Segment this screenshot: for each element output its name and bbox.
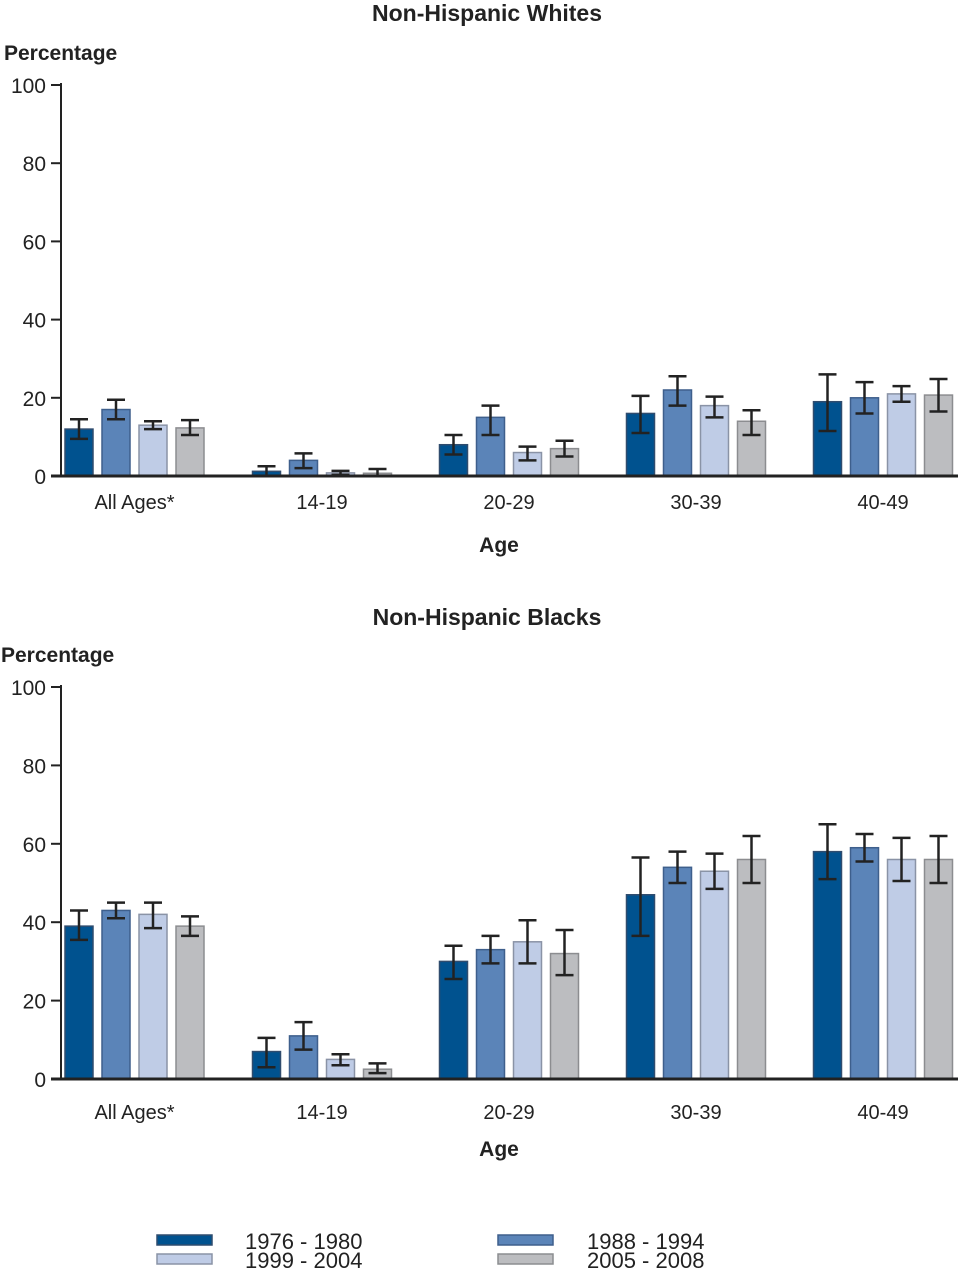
x-tick-label: 30-39 [670, 492, 721, 514]
y-tick-label: 0 [34, 1069, 46, 1092]
bar [138, 424, 168, 477]
y-axis-label: Percentage [4, 42, 117, 65]
bar [923, 858, 954, 1080]
x-tick-label: 14-19 [296, 1102, 347, 1124]
legend-label: 2005 - 2008 [587, 1248, 704, 1273]
bar [662, 866, 693, 1080]
y-axis-label: Percentage [1, 644, 114, 667]
bar [736, 858, 767, 1080]
legend-label: 1976 - 1980 [245, 1229, 362, 1254]
x-tick-label: 20-29 [483, 492, 534, 514]
x-tick-label: All Ages* [94, 1102, 174, 1124]
bar [138, 913, 168, 1080]
y-tick-label: 60 [23, 834, 46, 857]
bar [101, 909, 131, 1080]
bar [812, 850, 843, 1080]
x-tick-label: 40-49 [857, 492, 908, 514]
legend-swatch [497, 1234, 554, 1246]
y-tick-label: 100 [11, 677, 46, 700]
y-tick-label: 80 [23, 153, 46, 176]
y-tick-label: 20 [23, 991, 46, 1014]
x-tick-label: 40-49 [857, 1102, 908, 1124]
x-tick-label: All Ages* [94, 492, 174, 514]
legend-swatch [156, 1234, 213, 1246]
bar [175, 925, 205, 1080]
legend-label: 1999 - 2004 [245, 1248, 362, 1273]
y-tick-label: 20 [23, 388, 46, 411]
y-tick-label: 0 [34, 466, 46, 489]
bar [64, 925, 94, 1080]
y-tick-label: 40 [23, 310, 46, 333]
y-tick-label: 100 [11, 75, 46, 98]
y-tick-label: 40 [23, 912, 46, 935]
chart-title: Non-Hispanic Blacks [373, 604, 602, 630]
bar [849, 846, 880, 1080]
x-tick-label: 20-29 [483, 1102, 534, 1124]
bar [475, 948, 506, 1080]
legend-swatch [497, 1253, 554, 1265]
bar [699, 870, 730, 1080]
legend-swatch [156, 1253, 213, 1265]
bar [886, 393, 917, 477]
legend-label: 1988 - 1994 [587, 1229, 704, 1254]
x-axis-label: Age [479, 1138, 519, 1161]
x-tick-label: 14-19 [296, 492, 347, 514]
chart-title: Non-Hispanic Whites [372, 0, 602, 26]
x-tick-label: 30-39 [670, 1102, 721, 1124]
y-tick-label: 80 [23, 755, 46, 778]
x-axis-label: Age [479, 534, 519, 557]
bar [886, 858, 917, 1080]
y-tick-label: 60 [23, 231, 46, 254]
